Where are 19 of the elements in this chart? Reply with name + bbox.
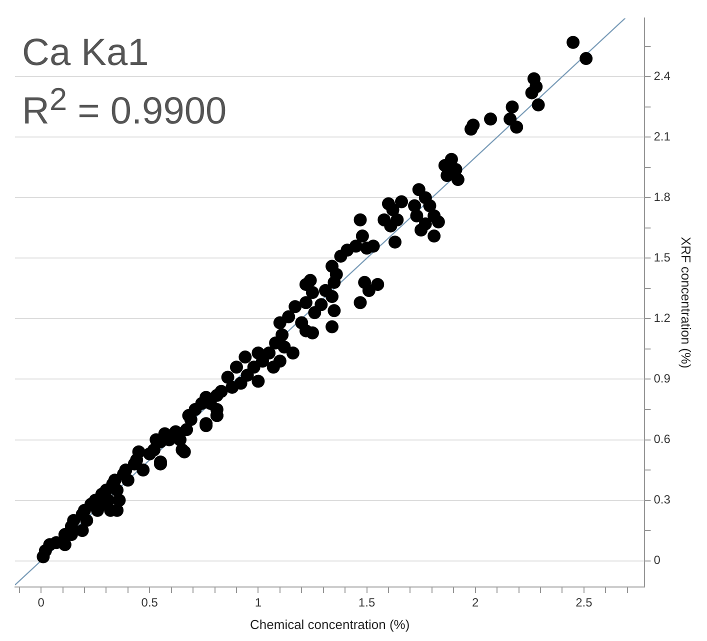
y-tick-label: 1.2 [654,311,671,326]
x-tick-label: 1.5 [358,596,376,610]
y-tick-label: 2.4 [654,69,671,84]
y-tick-label: 0 [654,553,661,568]
y-tick-label: 0.3 [654,492,671,507]
y-tick-label: 1.8 [654,190,671,204]
x-tick-label: 0 [38,596,45,610]
x-tick-label: 2.5 [576,596,593,610]
x-axis-title: Chemical concentration (%) [250,616,410,632]
y-tick-label: 2.1 [654,130,671,144]
text: R$^{2}$ = 0.9900 [22,80,227,135]
x-tick-label: 0.5 [141,596,158,610]
y-tick-label: 0.9 [654,372,671,386]
x-tick-label: 1 [254,596,262,610]
chart-title: Ca Ka1 [22,31,150,76]
x-tick-label: 2 [472,596,479,610]
y-tick-label: 1.5 [654,250,671,265]
y-axis-title: XRF concentration (%) [678,236,694,368]
y-tick-label: 0.6 [654,432,671,446]
